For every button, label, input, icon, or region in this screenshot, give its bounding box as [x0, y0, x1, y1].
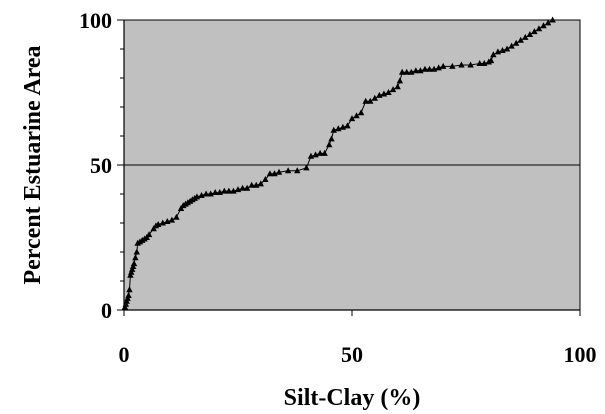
data-point: [348, 115, 356, 122]
data-point: [316, 149, 324, 156]
data-point: [221, 187, 228, 194]
data-point: [398, 68, 406, 75]
data-point: [371, 94, 378, 101]
data-point: [367, 97, 374, 104]
y-tick-label: 0: [101, 298, 112, 323]
data-point: [130, 260, 138, 267]
data-point: [512, 39, 520, 46]
data-point: [126, 286, 133, 293]
data-point: [440, 62, 447, 69]
data-point: [403, 68, 410, 75]
data-point: [421, 65, 429, 72]
y-tick-label: 100: [79, 8, 112, 33]
data-point: [490, 51, 497, 58]
data-point: [531, 28, 538, 35]
x-axis-title: Silt-Clay (%): [284, 385, 421, 411]
data-point: [145, 231, 153, 238]
x-tick-label: 50: [341, 342, 363, 367]
data-point: [508, 42, 515, 49]
data-point: [202, 190, 210, 197]
data-point: [262, 176, 269, 182]
data-point: [303, 164, 310, 171]
data-point: [522, 33, 529, 40]
data-point: [476, 60, 483, 66]
data-point: [487, 57, 495, 64]
data-point: [173, 213, 180, 220]
data-point: [284, 167, 292, 174]
data-point: [326, 141, 333, 148]
data-point: [426, 65, 433, 72]
data-point: [353, 112, 360, 119]
data-point: [449, 62, 456, 69]
data-point: [133, 248, 140, 255]
data-point: [517, 36, 524, 43]
data-point: [132, 254, 139, 261]
data-point: [503, 45, 511, 52]
data-point: [544, 19, 552, 26]
data-point: [412, 67, 420, 74]
y-axis-title: Percent Estuarine Area: [20, 45, 46, 284]
data-point: [212, 189, 219, 196]
data-point: [385, 89, 392, 95]
data-point: [125, 292, 132, 298]
data-point: [357, 109, 365, 116]
data-point: [243, 184, 251, 191]
data-point: [266, 170, 274, 177]
data-point: [248, 181, 255, 188]
data-point: [275, 168, 283, 175]
data-point: [526, 31, 534, 37]
x-tick-label: 0: [119, 342, 130, 367]
data-point: [321, 149, 328, 156]
data-point: [396, 77, 404, 84]
data-point: [394, 83, 401, 90]
data-point: [549, 16, 556, 23]
data-point: [328, 135, 335, 142]
x-tick-label: 100: [564, 342, 597, 367]
data-point: [389, 86, 397, 93]
data-point: [535, 25, 543, 32]
data-point: [467, 61, 474, 68]
y-tick-label: 50: [90, 153, 112, 178]
data-point: [239, 184, 246, 191]
data-point: [458, 61, 465, 68]
data-point: [344, 122, 351, 129]
data-point: [540, 22, 547, 29]
data-point: [257, 180, 264, 187]
data-point: [225, 187, 233, 194]
data-point: [362, 97, 369, 104]
data-point: [168, 216, 176, 223]
data-point: [294, 167, 301, 174]
